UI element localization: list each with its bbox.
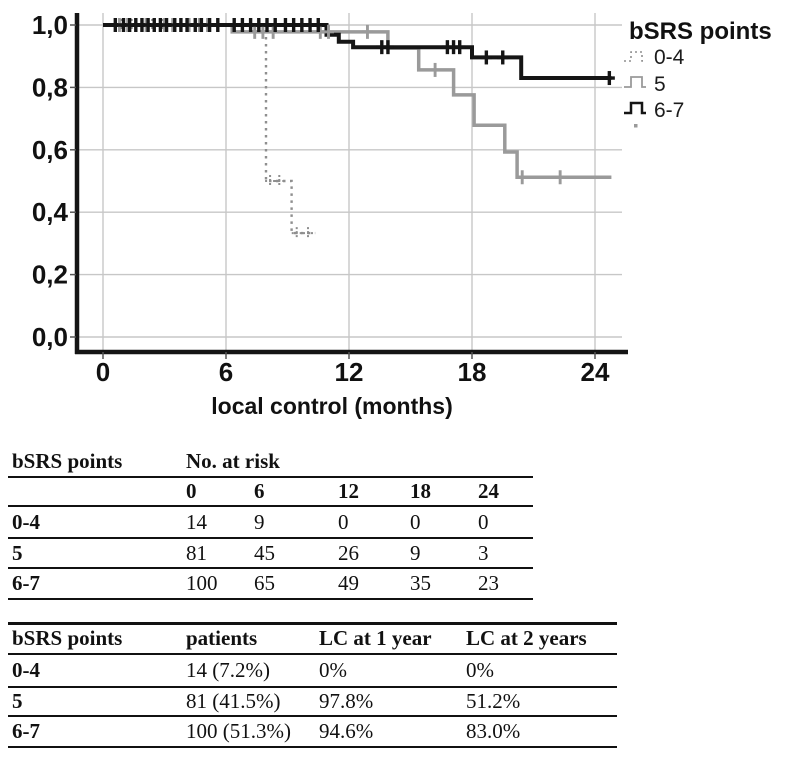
legend-sample-5 [624,76,646,88]
cell: 35 [406,568,474,600]
outcome-table-header-row: bSRS points patients LC at 1 year LC at … [8,622,617,655]
y-tick-label: 0,4 [32,197,69,227]
y-tick-label: 0,0 [32,322,68,352]
column-header: LC at 1 year [315,622,462,655]
outcome-table: bSRS points patients LC at 1 year LC at … [8,622,617,748]
x-tick-label: 24 [581,357,610,387]
x-tick-label: 18 [458,357,487,387]
table-row: 6-7 100 (51.3%) 94.6% 83.0% [8,715,617,748]
time-header: 12 [334,477,406,507]
cell: 49 [334,568,406,600]
table-row: 6-7 100 65 49 35 23 [8,568,534,600]
cell: 3 [474,538,534,569]
table-row: 5 81 (41.5%) 97.8% 51.2% [8,686,617,717]
row-label: 6-7 [8,568,182,600]
survival-curves [103,23,612,235]
y-tick-label: 1,0 [32,10,68,40]
censor-marks [109,18,615,240]
time-header: 24 [474,477,534,507]
table-row: 5 81 45 26 9 3 [8,538,534,569]
cell: 100 [182,568,250,600]
legend-label-5: 5 [654,73,666,96]
cell: 45 [250,538,334,569]
cell: 83.0% [462,715,617,748]
risk-table-subtitle: No. at risk [182,447,534,478]
cell: 100 (51.3%) [182,715,315,748]
risk-table-time-row: 0 6 12 18 24 [8,477,534,507]
cell: 26 [334,538,406,569]
cell: 94.6% [315,715,462,748]
time-header: 6 [250,477,334,507]
x-axis-title: local control (months) [211,393,453,419]
legend-sample-6-7 [624,101,646,115]
column-header: patients [182,622,315,655]
legend-sample-0-4 [624,51,646,62]
empty-cell [8,477,182,507]
cell: 9 [406,538,474,569]
cell: 0% [462,653,617,688]
row-label: 5 [8,538,182,569]
axes [74,13,628,355]
cell: 14 (7.2%) [182,653,315,688]
x-tick-label: 6 [219,357,233,387]
legend: bSRS points 0-4 5 6-7 [624,18,772,128]
tick-labels: 0 6 12 18 24 0,0 0,2 0,4 0,6 0,8 1,0 [32,10,610,387]
row-label: 5 [8,686,182,717]
km-curve-0-4 [103,23,316,235]
legend-dot-artifact [634,124,638,128]
time-header: 0 [182,477,250,507]
column-header: bSRS points [8,622,182,655]
time-header: 18 [406,477,474,507]
y-tick-label: 0,2 [32,260,68,290]
risk-table: bSRS points No. at risk 0 6 12 18 24 0-4… [8,447,534,600]
gridlines [75,13,622,352]
y-tick-label: 0,8 [32,72,68,102]
legend-title: bSRS points [629,18,772,45]
column-header: LC at 2 years [462,622,617,655]
cell: 23 [474,568,534,600]
x-tick-label: 0 [96,357,110,387]
cell: 97.8% [315,686,462,717]
tick-marks [70,24,596,359]
cell: 0 [474,506,534,539]
table-row: 0-4 14 (7.2%) 0% 0% [8,653,617,688]
row-label: 6-7 [8,715,182,748]
cell: 65 [250,568,334,600]
row-label: 0-4 [8,506,182,539]
row-label: 0-4 [8,653,182,688]
table-row: 0-4 14 9 0 0 0 [8,506,534,539]
cell: 0% [315,653,462,688]
y-tick-label: 0,6 [32,135,68,165]
legend-label-6-7: 6-7 [654,99,684,122]
risk-table-title: bSRS points [8,447,182,478]
legend-label-0-4: 0-4 [654,46,685,69]
x-tick-label: 12 [335,357,364,387]
cell: 0 [406,506,474,539]
cell: 81 [182,538,250,569]
cell: 0 [334,506,406,539]
km-plot: 0 6 12 18 24 0,0 0,2 0,4 0,6 0,8 1,0 local control… [32,10,772,419]
cell: 81 (41.5%) [182,686,315,717]
cell: 9 [250,506,334,539]
cell: 14 [182,506,250,539]
cell: 51.2% [462,686,617,717]
risk-table-header-row: bSRS points No. at risk [8,447,534,478]
